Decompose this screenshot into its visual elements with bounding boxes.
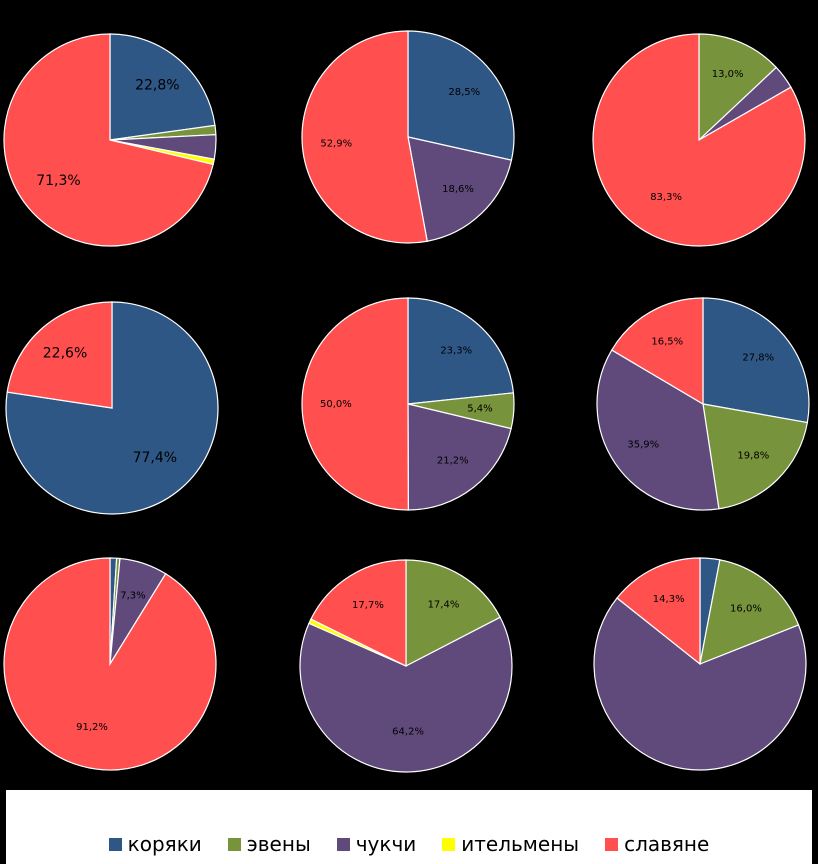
pie-slice-чукчи xyxy=(596,349,720,511)
pie-slice-коряки xyxy=(407,297,515,405)
pie-slice-славяне xyxy=(616,557,701,666)
pie-slice-чукчи xyxy=(593,597,807,771)
pie-chart-4: 77,4% 22,6% xyxy=(5,301,219,515)
pie-chart-1: 22,8% 71,3% xyxy=(3,33,217,247)
pie-slice-славяне xyxy=(592,33,806,247)
legend-label: коряки xyxy=(127,832,202,856)
legend-label: эвены xyxy=(246,832,311,856)
pie-slice-славяне xyxy=(6,301,113,409)
pie-slice-славяне xyxy=(301,297,409,511)
legend-label: чукчи xyxy=(355,832,417,856)
data-label: 77,4% xyxy=(133,450,177,466)
pie-slice-эвены xyxy=(702,403,809,510)
pie-chart-2: 28,5% 18,6% 52,9% xyxy=(301,30,515,244)
pie-slice-чукчи xyxy=(299,616,513,773)
data-label: 16,0% xyxy=(730,603,762,614)
legend-swatch xyxy=(605,837,619,851)
legend-label: ительмены xyxy=(461,832,580,856)
pie-charts-grid: 22,8% 71,3% 28,5% 18,6% 52,9% 13,0% 83,3% 77,4%… xyxy=(3,30,810,773)
legend-swatch xyxy=(108,837,122,851)
data-label: 64,2% xyxy=(392,727,424,738)
legend-box: коряки эвены чукчи ительмены славяне xyxy=(6,790,812,864)
pie-slice-чукчи xyxy=(407,136,513,242)
pie-chart-5: 23,3% 5,4% 21,2% 50,0% xyxy=(301,297,515,511)
data-label: 83,3% xyxy=(650,192,682,203)
pie-slice-славяне xyxy=(310,559,407,667)
data-label: 27,8% xyxy=(742,353,774,364)
pie-chart-8: 17,4% 64,2% 17,7% xyxy=(299,559,513,773)
pie-slice-эвены xyxy=(699,559,800,665)
data-label: 21,2% xyxy=(437,456,469,467)
pie-slice-славяне xyxy=(301,30,428,244)
data-label: 17,7% xyxy=(352,600,384,611)
legend-item-ительмены: ительмены xyxy=(442,832,579,856)
legend-item-эвены: эвены xyxy=(227,832,311,856)
pie-slice-коряки xyxy=(702,297,810,424)
data-label: 5,4% xyxy=(467,404,492,415)
pie-chart-9: 16,0% 14,3% xyxy=(593,557,807,771)
pie-slice-славяне xyxy=(3,557,217,771)
legend-swatch xyxy=(442,837,456,851)
data-label: 50,0% xyxy=(320,399,352,410)
data-label: 22,8% xyxy=(135,78,179,94)
data-label: 13,0% xyxy=(712,69,744,80)
pie-chart-3: 13,0% 83,3% xyxy=(592,33,806,247)
data-label: 22,6% xyxy=(43,345,87,361)
data-label: 71,3% xyxy=(36,173,80,189)
data-label: 23,3% xyxy=(440,345,472,356)
data-label: 35,9% xyxy=(627,439,659,450)
data-label: 28,5% xyxy=(448,87,480,98)
data-label: 7,3% xyxy=(120,591,145,602)
legend-item-чукчи: чукчи xyxy=(336,832,417,856)
data-label: 91,2% xyxy=(76,722,108,733)
data-label: 17,4% xyxy=(428,599,460,610)
legend-label: славяне xyxy=(624,832,710,856)
pie-slice-эвены xyxy=(405,559,501,667)
legend-item-славяне: славяне xyxy=(605,832,709,856)
data-label: 16,5% xyxy=(651,336,683,347)
pie-slice-чукчи xyxy=(407,403,512,511)
legend-item-коряки: коряки xyxy=(108,832,202,856)
pie-slice-коряки xyxy=(109,33,216,141)
pie-slice-славяне xyxy=(3,33,214,247)
data-label: 52,9% xyxy=(320,139,352,150)
data-label: 18,6% xyxy=(442,184,474,195)
legend: коряки эвены чукчи ительмены славяне xyxy=(6,832,812,856)
pie-slice-славяне xyxy=(610,297,704,406)
pie-slice-эвены xyxy=(698,33,778,142)
data-label: 14,3% xyxy=(653,594,685,605)
legend-swatch xyxy=(336,837,350,851)
legend-swatch xyxy=(227,837,241,851)
data-label: 19,8% xyxy=(737,451,769,462)
pie-chart-7: 7,3% 91,2% xyxy=(3,557,217,771)
pie-slice-коряки xyxy=(5,301,219,515)
pie-chart-6: 27,8% 19,8% 35,9% 16,5% xyxy=(596,297,810,511)
pie-slice-коряки xyxy=(407,30,515,161)
